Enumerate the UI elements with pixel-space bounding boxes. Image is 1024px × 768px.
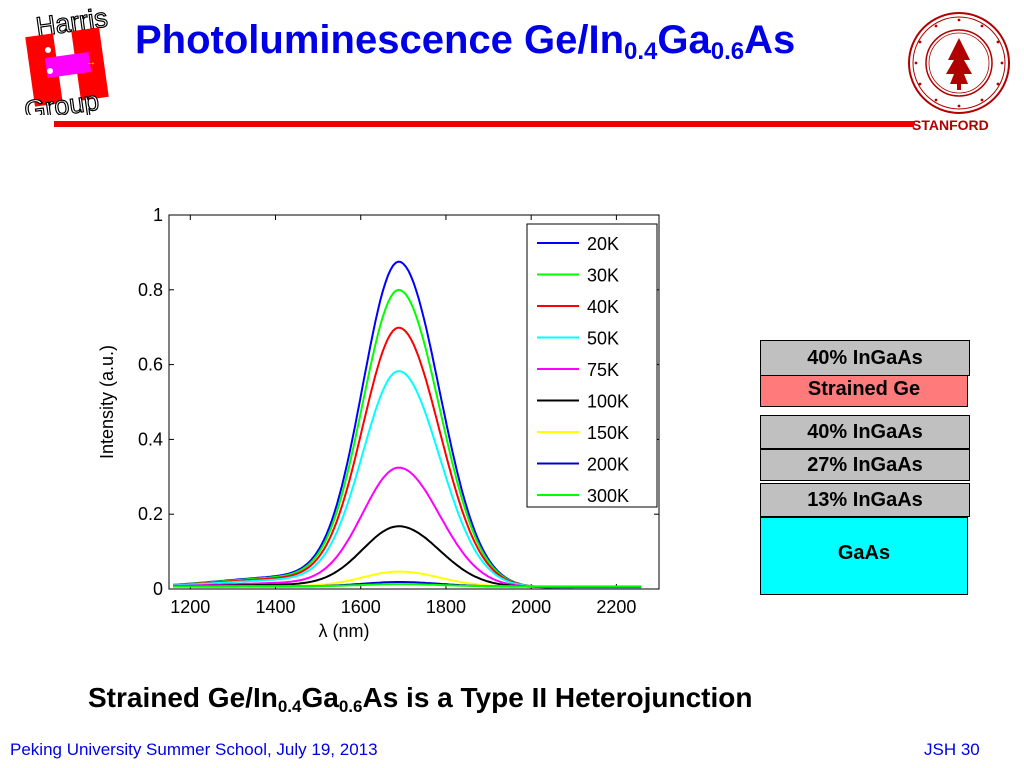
pl-chart: 1200 1400 1600 1800 2000 2200 0 0.2 0.4 0.6 0.8 1 λ … xyxy=(97,205,660,641)
stanford-seal xyxy=(908,12,1010,114)
layer-27-ingaas: 27% InGaAs xyxy=(760,449,970,481)
legend-label-20k: 20K xyxy=(587,234,619,254)
x-tick-label: 1400 xyxy=(255,597,295,617)
harris-group-logo: Harris → Group xyxy=(22,5,110,115)
layer-gaas: GaAs xyxy=(760,517,968,595)
layer-13-ingaas: 13% InGaAs xyxy=(760,483,970,517)
footer-event: Peking University Summer School, July 19… xyxy=(10,740,378,759)
y-tick-label: 0.4 xyxy=(138,429,163,449)
legend-label-300k: 300K xyxy=(587,486,629,506)
layer-strained-ge: Strained Ge xyxy=(760,375,968,407)
x-tick-label: 1600 xyxy=(341,597,381,617)
x-tick-label: 2200 xyxy=(596,597,636,617)
legend-label-100k: 100K xyxy=(587,392,629,412)
x-tick-label: 1200 xyxy=(170,597,210,617)
stanford-label: STANFORD xyxy=(912,117,989,133)
legend-label-150k: 150K xyxy=(587,423,629,443)
legend-label-200k: 200K xyxy=(587,455,629,475)
y-tick-label: 0.8 xyxy=(138,280,163,300)
x-tick-label: 2000 xyxy=(511,597,551,617)
y-tick-label: 0.6 xyxy=(138,355,163,375)
layer-40-ingaas-top: 40% InGaAs xyxy=(760,340,970,376)
legend-box xyxy=(526,223,658,508)
legend-label-50k: 50K xyxy=(587,329,619,349)
series-line-300k xyxy=(173,583,642,588)
x-tick-label: 1800 xyxy=(426,597,466,617)
svg-text:→: → xyxy=(86,57,96,68)
legend-label-40k: 40K xyxy=(587,297,619,317)
layer-40-ingaas-bottom: 40% InGaAs xyxy=(760,415,970,449)
x-axis-label: λ (nm) xyxy=(319,621,370,641)
header-divider xyxy=(54,121,914,127)
y-tick-label: 0.2 xyxy=(138,504,163,524)
legend-label-75k: 75K xyxy=(587,360,619,380)
page-title: Photoluminescence Ge/In0.4Ga0.6As xyxy=(135,18,796,65)
y-tick-label: 1 xyxy=(153,205,163,225)
y-tick-label: 0 xyxy=(153,579,163,599)
footer-slide-number: JSH 30 xyxy=(924,740,980,759)
legend-label-30k: 30K xyxy=(587,266,619,286)
conclusion-statement: Strained Ge/In0.4Ga0.6As is a Type II He… xyxy=(88,682,753,716)
y-axis-label: Intensity (a.u.) xyxy=(97,345,117,459)
